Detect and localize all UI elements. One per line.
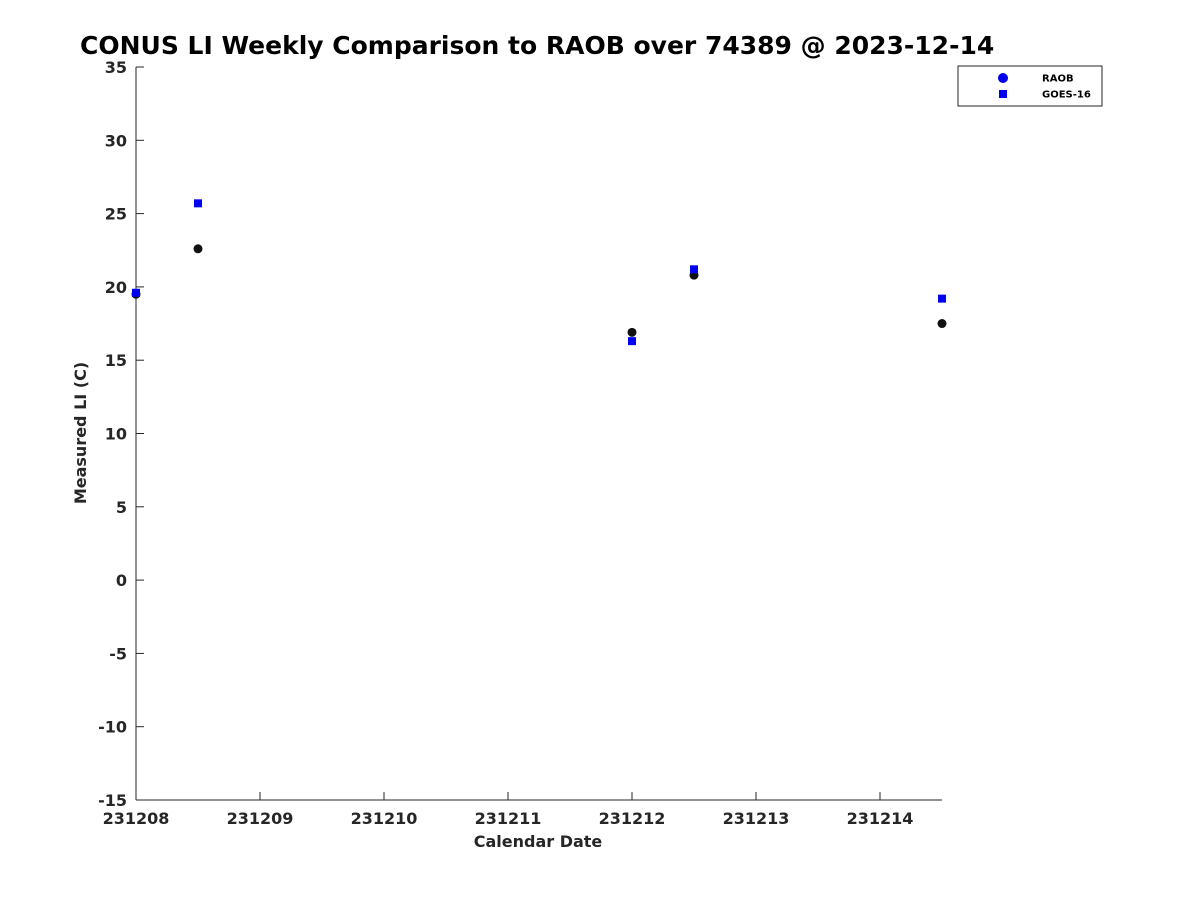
legend-goes16-label: GOES-16 — [1042, 90, 1091, 101]
legend-raob-marker — [998, 73, 1008, 83]
x-tick-label: 231213 — [723, 809, 790, 828]
x-tick-label: 231209 — [227, 809, 294, 828]
x-ticks: 231208 231209 231210 231211 231212 231213 2312… — [103, 792, 914, 828]
data-points — [131, 199, 947, 346]
y-ticks: 35 30 25 20 15 10 5 0 -5 -10 -15 — [98, 58, 144, 810]
point-goes16 — [938, 294, 946, 303]
x-axis-label: Calendar Date — [474, 832, 603, 851]
legend-raob-label: RAOB — [1042, 74, 1074, 85]
x-tick-label: 231211 — [475, 809, 542, 828]
y-tick-label: 30 — [105, 131, 127, 150]
y-tick-label: 20 — [105, 278, 127, 297]
point-raob — [193, 244, 203, 254]
point-raob — [627, 327, 637, 337]
point-goes16 — [628, 337, 636, 346]
chart-title: CONUS LI Weekly Comparison to RAOB over … — [80, 31, 994, 60]
y-tick-label: -5 — [109, 644, 127, 663]
point-raob — [937, 319, 947, 329]
legend-box — [957, 65, 1103, 107]
x-tick-label: 231210 — [351, 809, 418, 828]
point-goes16 — [194, 199, 202, 208]
y-tick-label: 15 — [105, 351, 127, 370]
plot-area: 35 30 25 20 15 10 5 0 -5 -10 -15 231208 231209 23121… — [98, 58, 947, 828]
y-tick-label: -10 — [98, 718, 127, 737]
legend: RAOB GOES-16 — [957, 65, 1103, 107]
y-axis-label: Measured LI (C) — [71, 362, 90, 504]
y-tick-label: 10 — [105, 425, 127, 444]
point-goes16 — [690, 265, 698, 274]
legend-goes16-marker — [999, 90, 1007, 98]
x-tick-label: 231212 — [599, 809, 666, 828]
y-tick-label: 5 — [116, 498, 127, 517]
point-goes16 — [132, 288, 140, 297]
y-tick-label: 0 — [116, 571, 127, 590]
x-tick-label: 231208 — [103, 809, 170, 828]
y-tick-label: -15 — [98, 791, 127, 810]
x-tick-label: 231214 — [847, 809, 914, 828]
y-tick-label: 25 — [105, 205, 127, 224]
y-tick-label: 35 — [105, 58, 127, 77]
